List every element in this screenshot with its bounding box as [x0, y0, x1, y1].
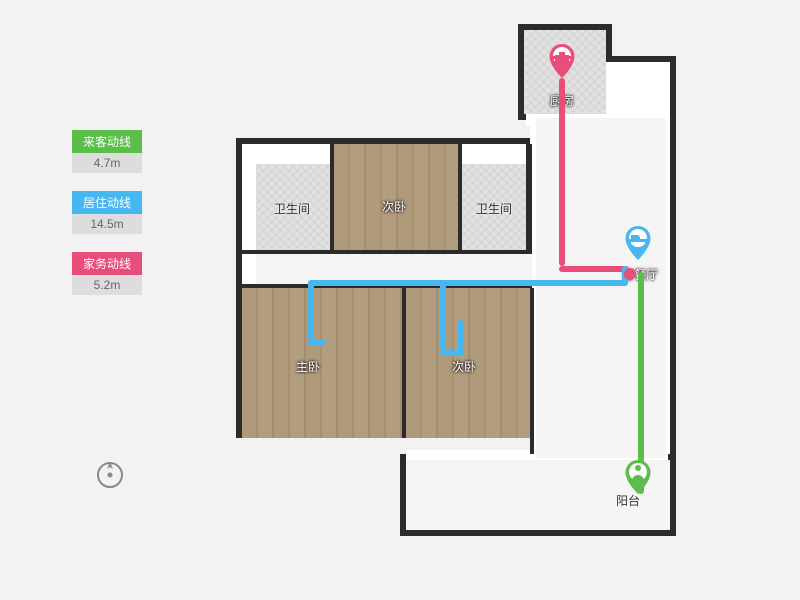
- label-second-br-bot: 次卧: [452, 358, 476, 375]
- legend-guest-label: 来客动线: [72, 130, 142, 153]
- wall-div-1: [330, 144, 334, 252]
- path-chore: [559, 266, 629, 272]
- marker-kitchen: [549, 44, 575, 78]
- marker-living: [625, 226, 651, 260]
- legend-live-value: 14.5m: [72, 214, 142, 234]
- label-bath-left: 卫生间: [274, 200, 310, 217]
- wall-div-6: [530, 288, 534, 454]
- label-master-br: 主卧: [296, 358, 320, 375]
- wall-div-7: [242, 250, 532, 254]
- path-legend: 来客动线 4.7m 居住动线 14.5m 家务动线 5.2m: [72, 130, 142, 313]
- marker-balcony: [625, 460, 651, 494]
- label-balcony: 阳台: [616, 492, 640, 509]
- room-master-br: [242, 288, 402, 438]
- path-live: [458, 320, 464, 356]
- label-second-br-top: 次卧: [382, 198, 406, 215]
- legend-chore-label: 家务动线: [72, 252, 142, 275]
- wall-div-2: [458, 144, 462, 252]
- wall-div-3: [526, 144, 532, 252]
- floorplan: 厨房 卫生间 次卧 卫生间 主卧 次卧 客餐厅 阳台: [230, 20, 740, 550]
- path-live: [440, 280, 446, 350]
- path-junction-dot: [624, 268, 636, 280]
- legend-guest: 来客动线 4.7m: [72, 130, 142, 173]
- compass-icon: [95, 460, 125, 495]
- legend-live-label: 居住动线: [72, 191, 142, 214]
- label-bath-right: 卫生间: [476, 200, 512, 217]
- room-living: [536, 118, 666, 458]
- legend-chore-value: 5.2m: [72, 275, 142, 295]
- path-chore: [559, 78, 565, 266]
- legend-chore: 家务动线 5.2m: [72, 252, 142, 295]
- legend-live: 居住动线 14.5m: [72, 191, 142, 234]
- path-live: [308, 280, 628, 286]
- wall-div-5: [402, 288, 406, 438]
- path-live: [308, 340, 326, 346]
- legend-guest-value: 4.7m: [72, 153, 142, 173]
- path-live: [308, 280, 314, 340]
